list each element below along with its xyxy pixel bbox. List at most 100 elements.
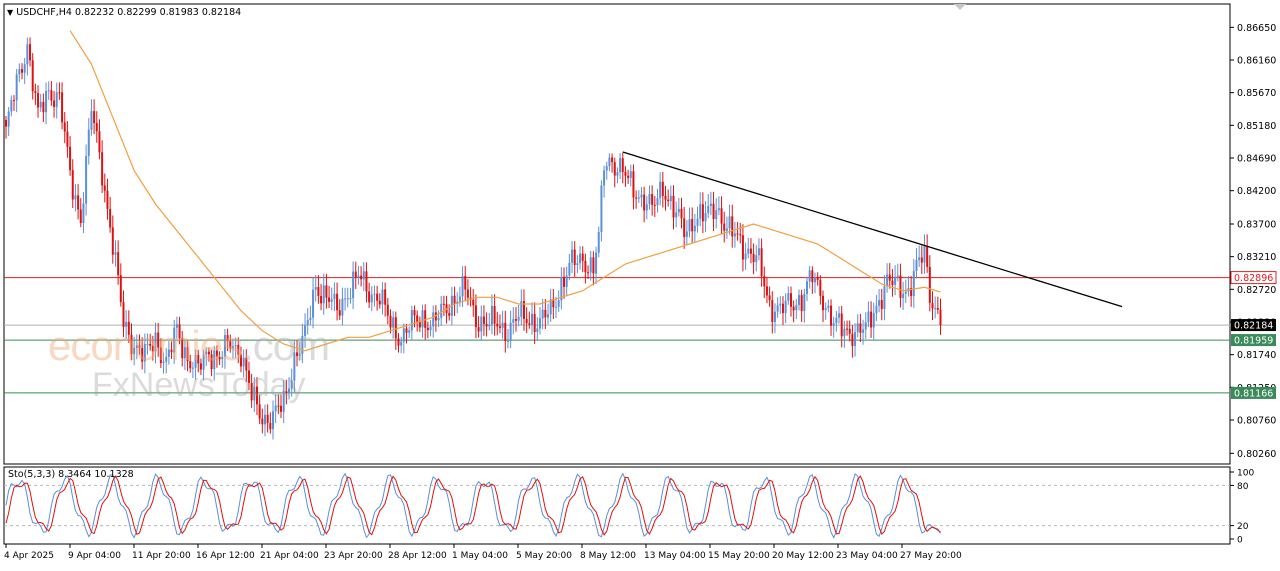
candle-body (899, 275, 902, 298)
candle-body (773, 311, 776, 323)
candle-body (370, 294, 373, 303)
candle-body (691, 219, 694, 232)
candle-body (175, 324, 178, 328)
candle-body (207, 351, 210, 355)
price-tick-label: 0.83210 (1237, 252, 1276, 263)
candle-body (290, 380, 293, 389)
candle-body (272, 411, 274, 430)
candle-body (741, 235, 744, 260)
candle-body (819, 280, 822, 296)
candle-body (466, 289, 469, 298)
candle-body (408, 330, 411, 333)
candle-body (688, 219, 691, 232)
candle-body (744, 253, 747, 260)
candle-body (242, 357, 245, 367)
candle-body (843, 328, 846, 337)
candle-body (181, 338, 184, 359)
candle-body (101, 152, 104, 186)
candle-body (648, 194, 651, 205)
candle-body (133, 347, 136, 355)
candle-body (135, 345, 138, 348)
candle-body (509, 322, 512, 341)
candle-body (712, 203, 715, 220)
candle-body (37, 93, 40, 108)
candle-body (496, 323, 499, 327)
candle-body (296, 352, 299, 356)
candle-body (568, 262, 571, 276)
candle-body (934, 308, 937, 310)
candle-body (685, 231, 688, 237)
candle-body (696, 218, 699, 226)
candle-body (23, 64, 26, 73)
candle-body (530, 313, 533, 325)
candle-body (581, 253, 584, 261)
candle-body (573, 249, 576, 265)
candle-body (312, 289, 315, 318)
candle-body (453, 295, 456, 304)
candle-body (34, 91, 37, 94)
candle-body (765, 286, 768, 296)
time-tick-label: 11 Apr 20:00 (132, 551, 191, 561)
candle-body (103, 185, 106, 191)
candle-body (127, 321, 130, 335)
candle-body (603, 170, 606, 186)
candle-body (501, 322, 504, 328)
candle-body (53, 100, 56, 107)
candle-body (223, 335, 226, 357)
price-tick-label: 0.84690 (1237, 154, 1276, 165)
price-label-box (1231, 334, 1276, 347)
candle-body (506, 340, 509, 342)
candle-body (664, 195, 667, 200)
candle-body (266, 414, 269, 423)
candle-body (659, 181, 662, 199)
candle-body (709, 203, 712, 206)
candle-body (474, 305, 477, 328)
candle-body (915, 260, 918, 271)
price-label-support: 0.81959 (1234, 336, 1273, 347)
candle-body (632, 171, 635, 198)
candle-body (277, 405, 280, 407)
candle-body (239, 354, 242, 367)
shift-marker-icon (954, 4, 966, 10)
candle-body (98, 131, 101, 153)
candle-body (749, 248, 752, 254)
candle-body (432, 312, 435, 327)
price-tick-label: 0.83700 (1237, 220, 1276, 231)
candle-body (392, 317, 395, 328)
candle-body (608, 157, 611, 167)
candle-body (10, 100, 13, 112)
price-label-support: 0.81166 (1234, 388, 1273, 399)
candle-body (757, 248, 760, 256)
candle-body (854, 332, 857, 346)
candle-body (386, 304, 389, 316)
candle-body (357, 275, 360, 278)
candle-body (870, 311, 873, 328)
candle-body (563, 276, 566, 287)
candle-body (458, 296, 461, 302)
candle-body (82, 203, 85, 224)
stochastic-frame (3, 466, 1231, 545)
candle-body (600, 185, 603, 233)
candles-group (5, 37, 942, 440)
candle-body (344, 298, 347, 300)
price-tick-label: 0.86650 (1237, 23, 1276, 34)
candle-body (816, 276, 819, 281)
time-tick-label: 1 May 04:00 (452, 551, 508, 561)
time-tick-label: 13 May 04:00 (644, 551, 706, 561)
candle-body (317, 286, 320, 296)
candle-body (637, 197, 640, 199)
candle-body (341, 298, 344, 316)
time-tick-label: 15 May 20:00 (708, 551, 770, 561)
candle-body (87, 129, 90, 157)
candle-body (229, 341, 232, 349)
candle-body (157, 332, 160, 348)
moving-average-line (69, 30, 941, 352)
candle-body (910, 288, 913, 297)
candle-body (789, 293, 792, 307)
collapse-arrow-icon[interactable]: ▼ (7, 8, 14, 17)
candle-body (269, 422, 272, 430)
candle-body (814, 276, 817, 283)
candle-body (191, 367, 194, 369)
